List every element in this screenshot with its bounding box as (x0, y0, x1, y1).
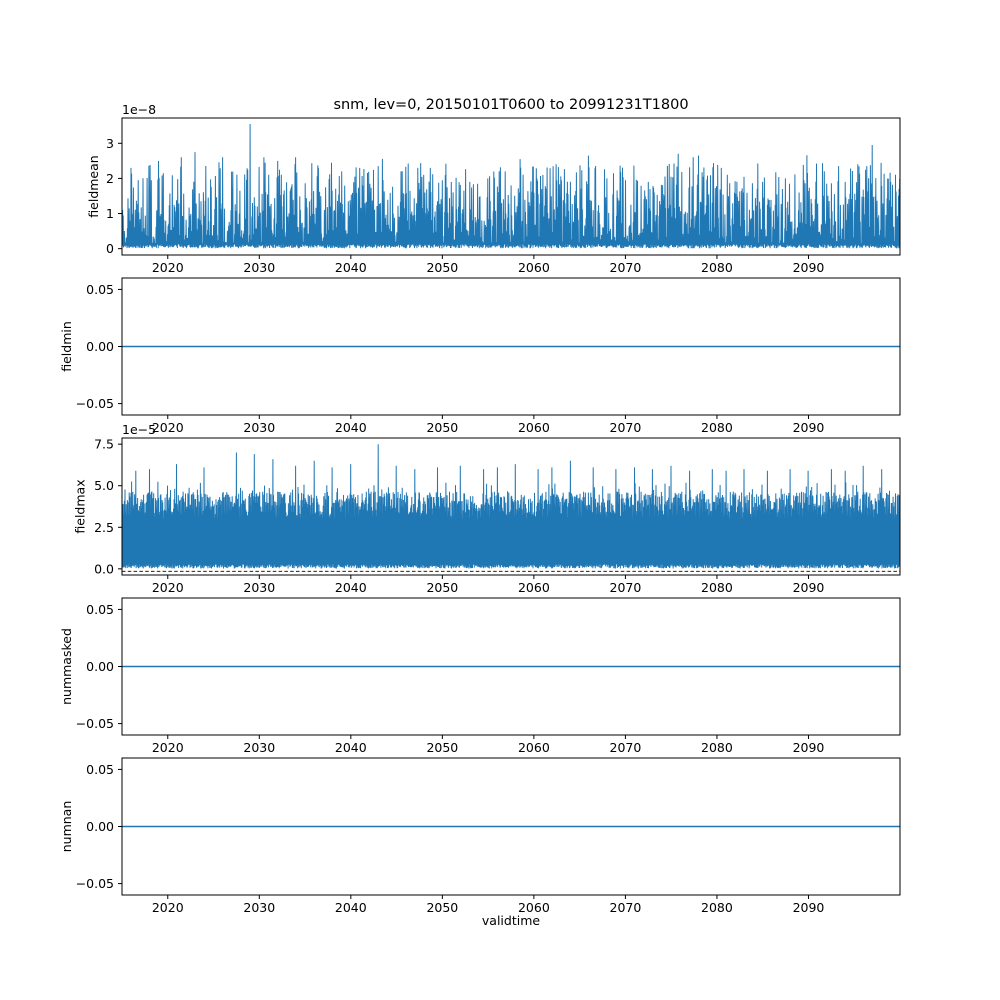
subplot-numnan: 0.05 0.00 −0.05 2020 2030 2040 2050 2060 2070 208… (59, 757, 901, 915)
fieldmax-scale-label: 1e−5 (122, 422, 156, 437)
fieldmin-ytick-label: 0.00 (86, 339, 114, 354)
nummasked-ytick-label: −0.05 (76, 716, 114, 731)
x-tick-label: 2080 (701, 900, 733, 915)
x-tick-label: 2020 (152, 580, 184, 595)
subplot-fieldmin: 0.05 0.00 −0.05 2020 2030 2040 2050 2060 2070 208… (59, 277, 901, 435)
x-tick-label: 2050 (426, 420, 458, 435)
fieldmin-axes-border (121, 277, 901, 416)
subplot-fieldmax: 0.0 2.5 5.0 7.5 2020 2030 2040 2050 2060 2070 2080… (73, 422, 901, 595)
numnan-ytick-label: 0.05 (86, 762, 114, 777)
x-tick-label: 2090 (793, 900, 825, 915)
x-tick-label: 2030 (243, 260, 275, 275)
fieldmax-y-axis-label: fieldmax (73, 479, 88, 533)
x-tick-label: 2050 (426, 580, 458, 595)
x-tick-label: 2030 (243, 420, 275, 435)
x-tick-label: 2070 (610, 420, 642, 435)
x-tick-label: 2090 (793, 260, 825, 275)
x-tick-label: 2020 (152, 260, 184, 275)
x-tick-label: 2090 (793, 740, 825, 755)
x-tick-label: 2060 (518, 260, 550, 275)
x-tick-label: 2070 (610, 900, 642, 915)
x-tick-label: 2090 (793, 580, 825, 595)
x-tick-label: 2030 (243, 740, 275, 755)
x-tick-label: 2050 (426, 900, 458, 915)
x-tick-label: 2040 (335, 740, 367, 755)
fieldmin-ytick-label: 0.05 (86, 282, 114, 297)
fieldmax-ytick-label: 7.5 (94, 437, 114, 452)
numnan-ytick-label: 0.00 (86, 819, 114, 834)
x-tick-label: 2060 (518, 900, 550, 915)
fieldmean-y-axis-label: fieldmean (86, 155, 101, 217)
fieldmean-series-line (121, 123, 901, 249)
x-tick-label: 2080 (701, 260, 733, 275)
x-tick-label: 2040 (335, 580, 367, 595)
x-tick-label: 2030 (243, 580, 275, 595)
x-tick-label: 2050 (426, 260, 458, 275)
x-tick-label: 2060 (518, 580, 550, 595)
x-tick-label: 2060 (518, 740, 550, 755)
fieldmax-ytick-label: 0.0 (94, 561, 114, 576)
x-tick-label: 2080 (701, 420, 733, 435)
fieldmax-ytick-label: 5.0 (94, 478, 114, 493)
figure-title: snm, lev=0, 20150101T0600 to 20991231T18… (333, 97, 689, 113)
x-tick-label: 2020 (152, 420, 184, 435)
fieldmean-ytick-label: 2 (106, 171, 114, 186)
fieldmin-ytick-label: −0.05 (76, 396, 114, 411)
x-tick-label: 2050 (426, 740, 458, 755)
x-axis-label: validtime (481, 913, 541, 928)
fieldmean-scale-label: 1e−8 (122, 102, 156, 117)
x-tick-label: 2060 (518, 420, 550, 435)
fieldmean-ytick-label: 1 (106, 206, 114, 221)
subplot-nummasked: 0.05 0.00 −0.05 2020 2030 2040 2050 2060 2070 208… (59, 597, 901, 755)
fieldmean-ytick-label: 3 (106, 136, 114, 151)
nummasked-ytick-label: 0.00 (86, 659, 114, 674)
x-tick-label: 2040 (335, 260, 367, 275)
x-tick-label: 2040 (335, 420, 367, 435)
x-tick-label: 2070 (610, 740, 642, 755)
subplot-fieldmean: 0 1 2 3 2020 2030 2040 2050 2060 2070 2080 2090 fiel… (86, 102, 901, 275)
x-tick-label: 2020 (152, 740, 184, 755)
x-tick-label: 2080 (701, 740, 733, 755)
x-tick-label: 2070 (610, 260, 642, 275)
fieldmean-ytick-label: 0 (106, 241, 114, 256)
nummasked-y-axis-label: nummasked (59, 628, 74, 705)
x-tick-label: 2020 (152, 900, 184, 915)
x-tick-label: 2070 (610, 580, 642, 595)
fieldmax-ytick-label: 2.5 (94, 520, 114, 535)
numnan-ytick-label: −0.05 (76, 876, 114, 891)
nummasked-axes-border (121, 597, 901, 736)
x-tick-label: 2030 (243, 900, 275, 915)
numnan-axes-border (121, 757, 901, 896)
x-tick-label: 2040 (335, 900, 367, 915)
x-tick-label: 2090 (793, 420, 825, 435)
x-tick-label: 2080 (701, 580, 733, 595)
fieldmin-y-axis-label: fieldmin (59, 321, 74, 372)
fieldmax-series-line (121, 444, 901, 569)
nummasked-ytick-label: 0.05 (86, 602, 114, 617)
numnan-y-axis-label: numnan (59, 801, 74, 853)
fieldmax-axes-border (121, 437, 901, 576)
fieldmean-axes-border (121, 117, 901, 256)
